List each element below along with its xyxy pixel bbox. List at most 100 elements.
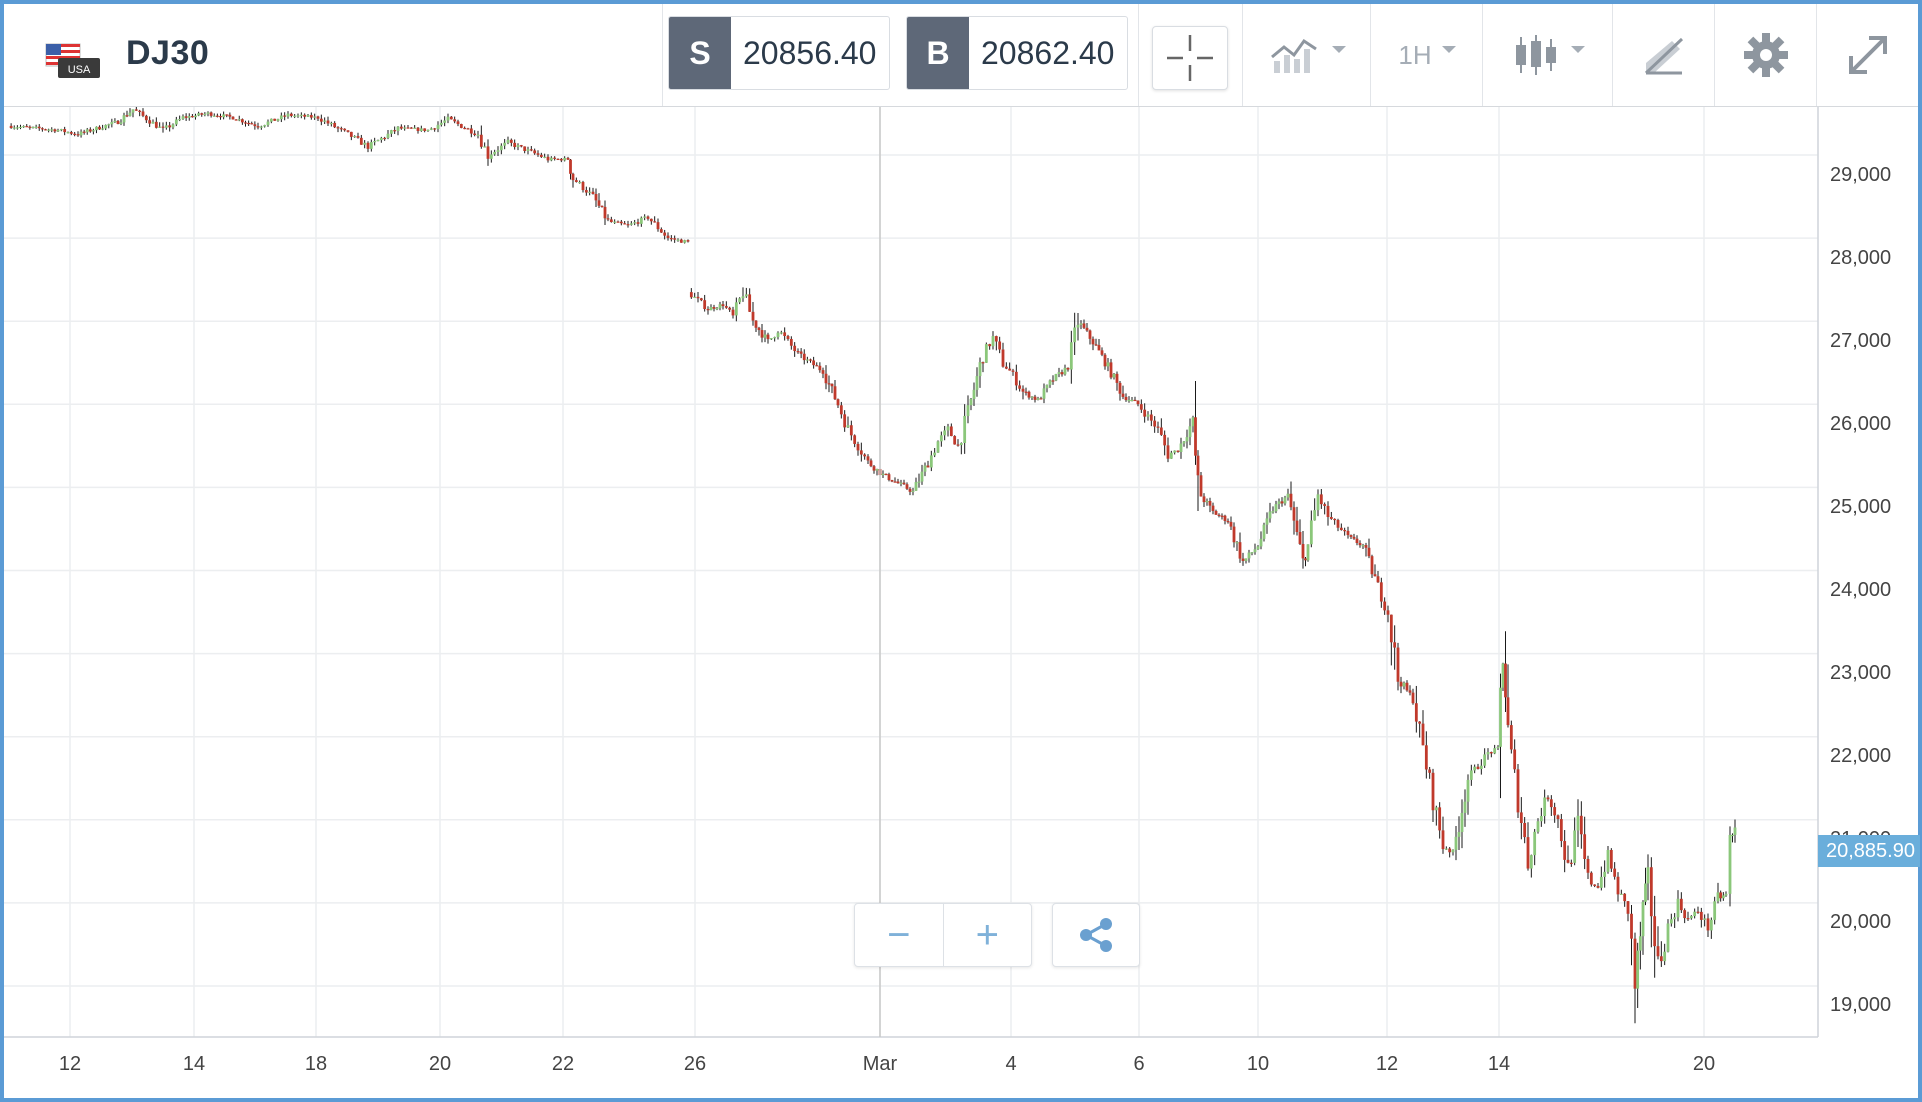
- candle: [1313, 510, 1317, 521]
- candle: [503, 142, 507, 146]
- candle: [329, 122, 333, 125]
- chevron-down-icon: [1332, 45, 1346, 53]
- candle: [1063, 367, 1067, 375]
- candle: [1292, 507, 1296, 521]
- candle: [1451, 849, 1455, 853]
- candle: [659, 229, 663, 233]
- candle: [696, 296, 700, 299]
- candle: [1703, 918, 1707, 920]
- price-chart[interactable]: [4, 107, 1918, 1102]
- candle: [933, 452, 937, 456]
- chart-area[interactable]: 29,000 28,000 27,000 26,000 25,000 24,00…: [4, 107, 1920, 1102]
- candle: [1088, 330, 1092, 339]
- chart-type-dropdown[interactable]: [1244, 4, 1370, 106]
- candle: [174, 119, 178, 125]
- sell-button[interactable]: S 20856.40: [668, 16, 890, 90]
- candle: [154, 121, 158, 128]
- candle: [15, 127, 19, 129]
- candle: [1057, 372, 1061, 375]
- candle: [346, 130, 350, 132]
- candle: [1001, 349, 1005, 367]
- candle: [128, 112, 132, 116]
- candle: [1393, 642, 1397, 648]
- candle: [1638, 936, 1642, 951]
- sell-tag: S: [669, 17, 731, 89]
- candle: [887, 474, 891, 481]
- candle: [1489, 752, 1493, 754]
- candle: [463, 127, 467, 130]
- candle: [1241, 558, 1245, 561]
- zoom-out-button[interactable]: −: [855, 904, 943, 966]
- candle: [1479, 765, 1483, 769]
- candle: [1434, 807, 1438, 811]
- candle: [1493, 748, 1497, 754]
- candle: [225, 114, 229, 116]
- candle: [636, 222, 640, 224]
- candle: [1649, 867, 1653, 917]
- toolbar-divider: [1370, 4, 1371, 106]
- candle: [633, 222, 637, 224]
- candle: [403, 127, 407, 129]
- candle: [956, 444, 960, 446]
- candle: [812, 360, 816, 366]
- crosshair-button[interactable]: [1152, 26, 1228, 90]
- candle: [1076, 324, 1080, 328]
- drawing-tools-button[interactable]: [1614, 4, 1714, 106]
- candle: [1232, 526, 1236, 543]
- candle: [326, 120, 330, 124]
- candle: [1463, 801, 1467, 813]
- candle: [419, 128, 423, 132]
- candle: [606, 218, 610, 220]
- timeframe-dropdown[interactable]: 1H: [1372, 4, 1482, 106]
- x-tick-label: 14: [1487, 1053, 1511, 1075]
- candle: [836, 399, 840, 406]
- candle: [1355, 538, 1359, 544]
- candle: [237, 119, 241, 121]
- candle: [1448, 848, 1452, 853]
- candle: [1630, 913, 1633, 939]
- candle: [760, 330, 764, 338]
- chevron-down-icon: [1571, 45, 1585, 53]
- fullscreen-button[interactable]: [1818, 4, 1918, 106]
- candle: [1283, 497, 1287, 504]
- candle: [181, 116, 185, 119]
- zoom-in-button[interactable]: +: [942, 904, 1032, 966]
- candle: [1339, 527, 1343, 531]
- candle: [566, 157, 570, 160]
- buy-button[interactable]: B 20862.40: [906, 16, 1128, 90]
- candle: [1529, 855, 1533, 869]
- y-tick-label: 26,000: [1830, 413, 1892, 435]
- candle: [741, 296, 745, 299]
- candle: [1563, 841, 1567, 860]
- candle: [1229, 521, 1233, 527]
- candle: [1097, 345, 1101, 351]
- settings-button[interactable]: [1716, 4, 1816, 106]
- candle: [686, 240, 690, 242]
- share-button[interactable]: [1052, 903, 1140, 967]
- candle: [1188, 426, 1192, 438]
- candle: [1027, 391, 1031, 398]
- candle-style-dropdown[interactable]: [1484, 4, 1612, 106]
- candle: [653, 221, 657, 223]
- candle: [1304, 558, 1307, 561]
- candle: [1033, 396, 1037, 400]
- candle: [1593, 884, 1597, 886]
- candle: [1358, 543, 1362, 546]
- candle: [629, 223, 633, 225]
- toolbar-divider: [1482, 4, 1483, 106]
- candle: [533, 150, 537, 154]
- candle: [902, 482, 906, 485]
- candle: [881, 473, 885, 476]
- candle: [1159, 427, 1163, 435]
- candle: [646, 216, 650, 219]
- candle: [1336, 519, 1340, 528]
- candle: [972, 389, 976, 399]
- candle: [609, 219, 613, 223]
- candle: [296, 115, 300, 117]
- candle: [436, 124, 440, 129]
- candle: [1399, 681, 1403, 687]
- candle: [82, 131, 86, 133]
- candle: [66, 132, 70, 134]
- candle: [1414, 703, 1418, 722]
